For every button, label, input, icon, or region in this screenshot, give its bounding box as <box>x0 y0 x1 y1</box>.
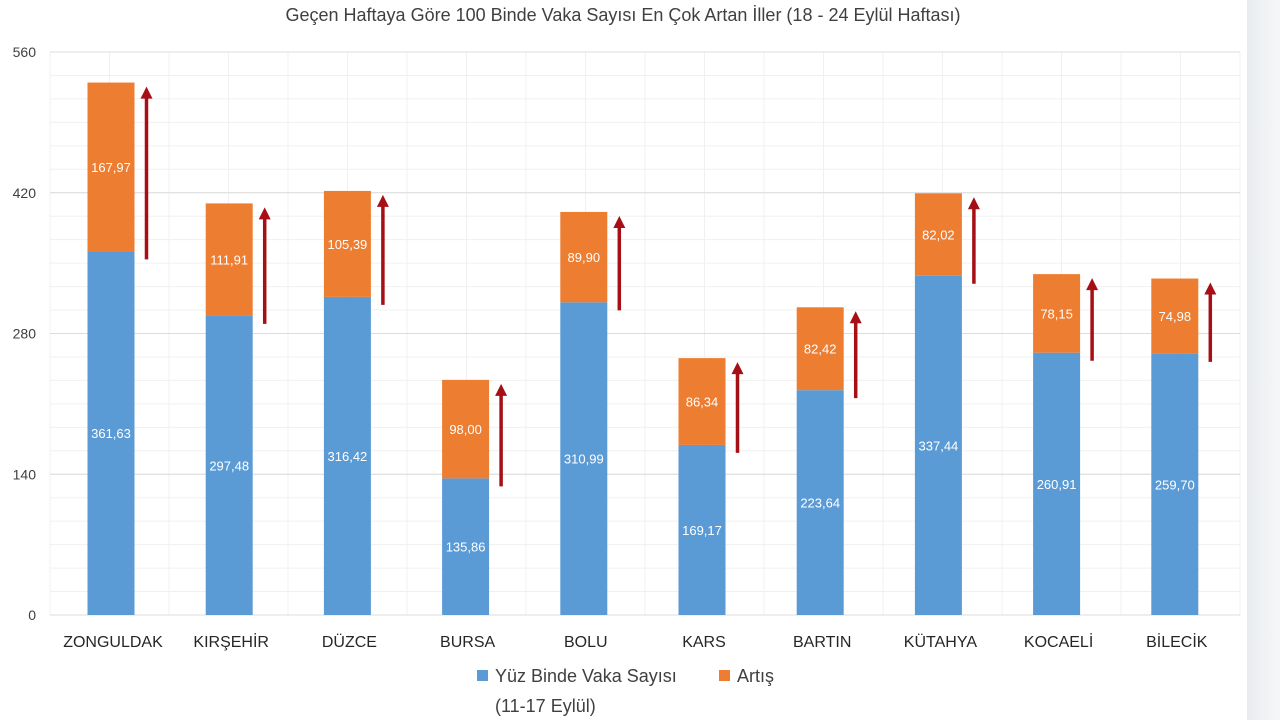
bar-cases <box>1151 353 1199 615</box>
y-tick-label: 560 <box>13 44 37 60</box>
bar-cases <box>1033 352 1081 615</box>
x-tick-label: KOCAELİ <box>1024 632 1093 651</box>
right-edge-strip <box>1247 0 1280 720</box>
y-tick-label: 420 <box>13 185 37 201</box>
increase-arrow-head <box>376 194 389 207</box>
increase-arrow-head <box>849 311 862 324</box>
legend-swatch-increase <box>719 669 730 681</box>
x-tick-label: KARS <box>682 634 726 651</box>
data-label-cases: 297,48 <box>209 458 249 473</box>
x-tick-label: BURSA <box>440 634 495 651</box>
bar-increase <box>323 190 371 297</box>
y-tick-label: 140 <box>13 466 37 482</box>
x-tick-label: KIRŞEHİR <box>193 632 269 651</box>
bar-increase <box>1033 274 1081 353</box>
bar-increase <box>678 358 726 445</box>
bar-increase <box>560 211 608 303</box>
legend-swatch-cases <box>477 669 488 681</box>
data-label-increase: 89,90 <box>568 250 601 265</box>
data-label-cases: 337,44 <box>919 438 959 453</box>
bar-increase <box>442 379 490 479</box>
bar-increase <box>205 203 253 316</box>
bar-cases <box>796 390 844 615</box>
x-tick-label: BOLU <box>564 634 608 651</box>
bar-increase <box>1151 278 1199 354</box>
increase-arrow-head <box>140 86 153 99</box>
bar-increase <box>796 307 844 391</box>
legend-label-cases: Yüz Binde Vaka Sayısı <box>495 666 677 686</box>
increase-arrow-head <box>1204 282 1217 295</box>
legend-item-increase: Artış <box>719 666 774 687</box>
data-label-increase: 111,91 <box>210 253 248 268</box>
data-label-cases: 361,63 <box>91 426 131 441</box>
data-label-increase: 167,97 <box>91 160 131 175</box>
bar-cases <box>678 444 726 615</box>
legend-item-cases: Yüz Binde Vaka Sayısı <box>477 666 677 687</box>
x-tick-label: BİLECİK <box>1146 632 1208 651</box>
data-label-cases: 260,91 <box>1037 477 1077 492</box>
x-tick-label: BARTIN <box>793 634 851 651</box>
increase-arrow-head <box>258 207 271 220</box>
data-label-cases: 310,99 <box>564 452 604 467</box>
increase-arrow-head <box>731 362 744 375</box>
data-label-increase: 82,42 <box>804 342 837 357</box>
data-label-cases: 169,17 <box>682 523 722 538</box>
data-label-increase: 105,39 <box>328 237 368 252</box>
increase-arrow-head <box>495 383 508 396</box>
bar-cases <box>442 478 490 615</box>
data-label-increase: 78,15 <box>1040 306 1073 321</box>
y-tick-label: 0 <box>28 607 36 623</box>
data-label-increase: 82,02 <box>922 228 955 243</box>
data-label-cases: 259,70 <box>1155 477 1195 492</box>
increase-arrow-head <box>1086 278 1099 291</box>
bar-cases <box>914 275 962 615</box>
chart-title: Geçen Haftaya Göre 100 Binde Vaka Sayısı… <box>285 5 961 25</box>
data-label-increase: 86,34 <box>686 395 719 410</box>
data-label-increase: 98,00 <box>449 422 482 437</box>
x-tick-label: ZONGULDAK <box>63 634 163 651</box>
bar-increase <box>87 82 135 252</box>
bar-cases <box>87 251 135 616</box>
x-tick-label: DÜZCE <box>322 633 377 651</box>
data-label-cases: 223,64 <box>800 496 840 511</box>
bar-cases <box>323 296 371 615</box>
y-tick-label: 280 <box>13 326 37 342</box>
data-label-increase: 74,98 <box>1159 309 1192 324</box>
bar-cases <box>560 302 608 615</box>
data-label-cases: 316,42 <box>328 449 368 464</box>
increase-arrow-head <box>967 197 980 210</box>
bar-cases <box>205 315 253 615</box>
increase-arrow-head <box>613 215 626 228</box>
legend-label-cases-period: (11-17 Eylül) <box>495 696 596 716</box>
legend-label-increase: Artış <box>737 666 775 686</box>
data-label-cases: 135,86 <box>446 540 486 555</box>
x-tick-label: KÜTAHYA <box>904 633 978 651</box>
bar-increase <box>914 193 962 276</box>
